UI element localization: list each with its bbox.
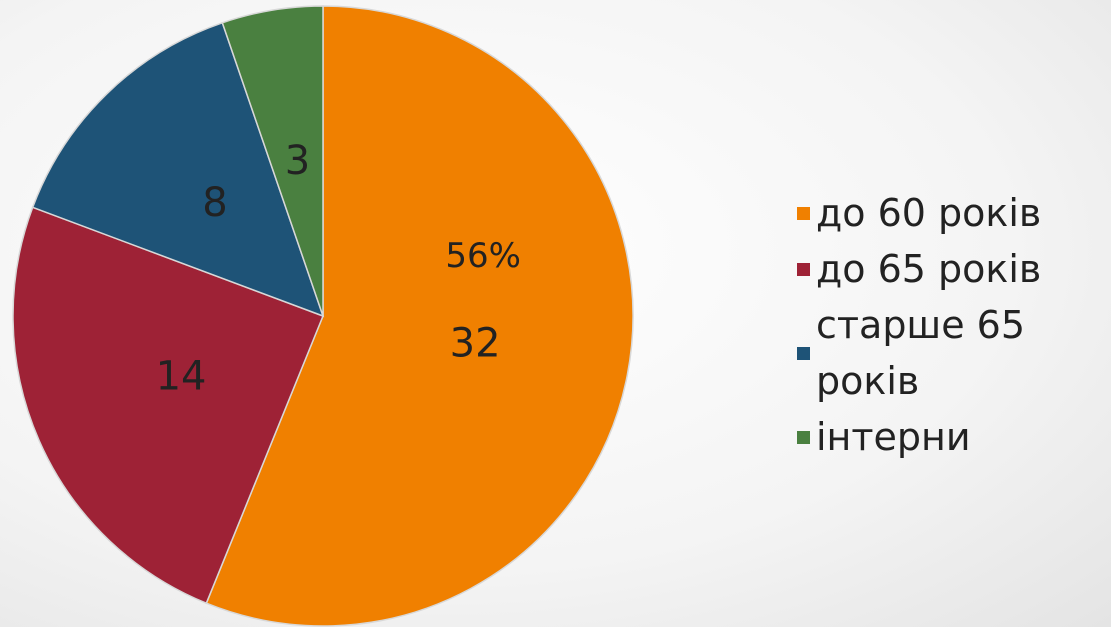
legend-swatch bbox=[797, 430, 810, 444]
legend-swatch bbox=[797, 346, 810, 360]
data-label: 3 bbox=[285, 138, 310, 184]
pie-slice bbox=[12, 206, 324, 605]
annotation: 56% bbox=[445, 236, 521, 276]
legend-label: інтерни bbox=[816, 415, 971, 459]
legend-label: до 65 років bbox=[816, 247, 1042, 291]
legend-item: старше 65 років bbox=[797, 297, 1097, 409]
legend-label: до 60 років bbox=[816, 191, 1042, 235]
pie-slice bbox=[205, 5, 634, 627]
pie-slice bbox=[221, 5, 324, 317]
legend: до 60 років до 65 років старше 65 років інт… bbox=[797, 185, 1097, 465]
legend-swatch bbox=[797, 206, 810, 220]
data-label: 32 bbox=[450, 321, 501, 367]
legend-item: до 60 років bbox=[797, 185, 1097, 241]
legend-label: старше 65 років bbox=[816, 303, 1026, 403]
legend-swatch bbox=[797, 262, 810, 276]
legend-item: інтерни bbox=[797, 409, 1097, 465]
legend-item: до 65 років bbox=[797, 241, 1097, 297]
pie-slice bbox=[31, 21, 325, 318]
data-label: 8 bbox=[202, 180, 227, 226]
data-label: 14 bbox=[156, 353, 207, 399]
